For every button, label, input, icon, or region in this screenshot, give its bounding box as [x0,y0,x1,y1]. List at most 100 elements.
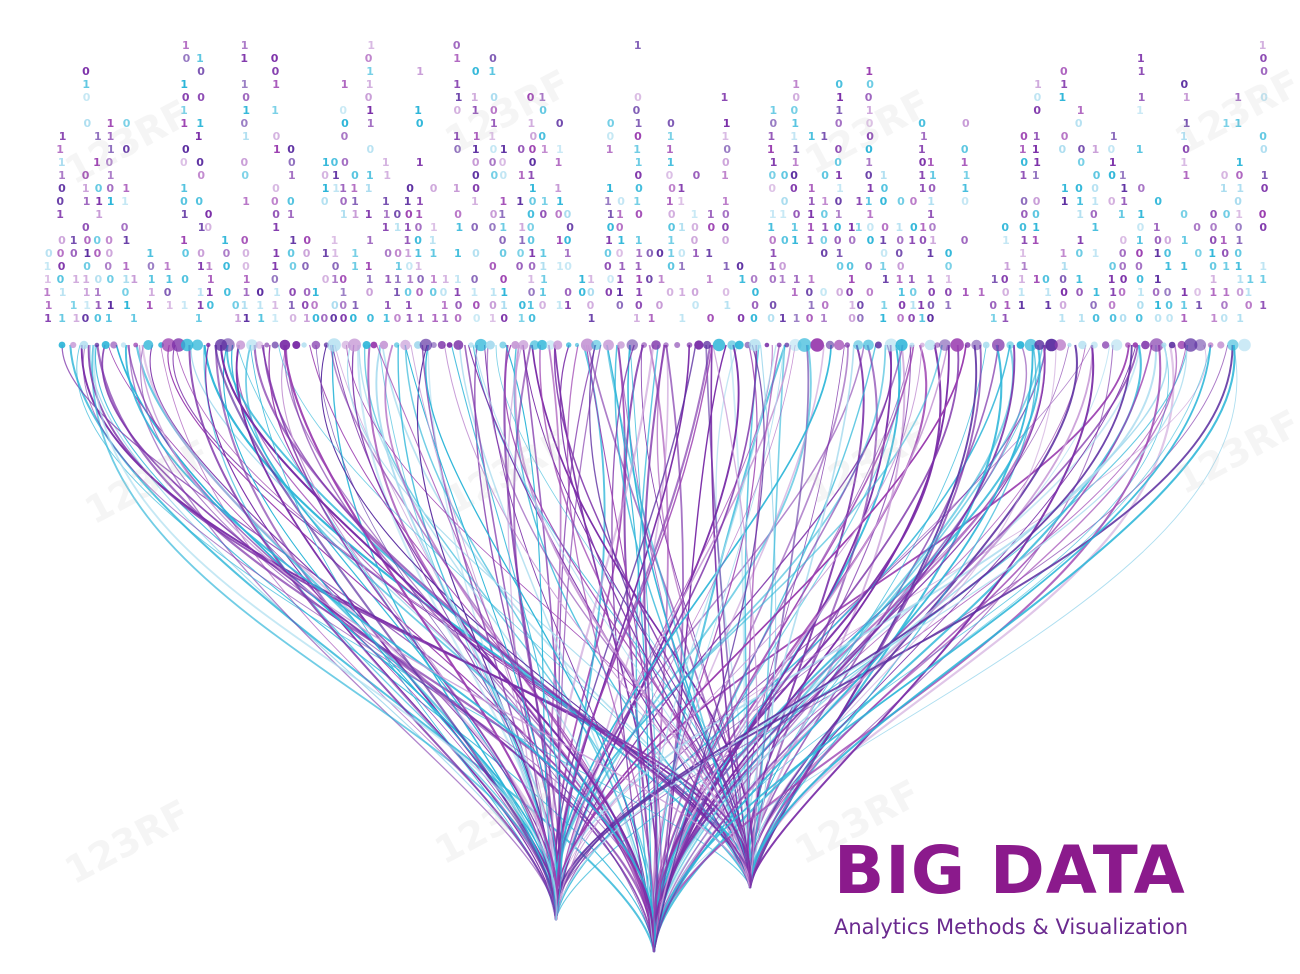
binary-digit: 1 [243,286,251,299]
binary-digit: 1 [454,286,462,299]
binary-digit: 1 [197,260,205,273]
binary-digit: 0 [321,312,329,325]
data-stream-curve [514,344,751,889]
binary-digit: 0 [340,195,348,208]
binary-digit: 1 [366,104,374,117]
binary-digit: 1 [961,156,969,169]
binary-digit: 0 [820,234,828,247]
data-stream-curve [653,344,765,953]
binary-digit: 0 [587,286,595,299]
binary-digit: 1 [678,182,686,195]
data-node-dot [727,340,737,350]
data-stream-curve [652,344,915,953]
binary-digit: 1 [107,117,115,130]
binary-digit: 1 [414,247,422,260]
data-stream-curve [559,344,751,889]
data-node-dot [1054,339,1067,351]
binary-digit: 1 [197,286,205,299]
binary-digit: 1 [83,195,91,208]
data-stream-curve [746,344,781,889]
binary-digit: 1 [123,299,131,312]
binary-digit: 1 [767,221,775,234]
binary-digit: 0 [691,286,699,299]
binary-digit: 1 [635,156,643,169]
binary-digit: 1 [518,312,526,325]
binary-digit: 1 [929,169,937,182]
data-stream-curve [554,344,1133,921]
binary-digit: 0 [1060,65,1068,78]
binary-digit: 0 [491,169,499,182]
binary-digit: 0 [646,273,654,286]
binary-digit: 1 [430,221,438,234]
binary-digit: 0 [83,91,91,104]
binary-digit: 1 [962,286,970,299]
binary-digit: 0 [517,143,525,156]
binary-digit: 0 [1221,247,1229,260]
binary-digit: 0 [769,273,777,286]
binary-digit: 0 [471,273,479,286]
binary-digit: 1 [331,234,339,247]
binary-digit: 1 [82,273,90,286]
binary-digit: 1 [221,234,229,247]
binary-digit: 1 [1060,78,1068,91]
binary-digit: 0 [57,247,65,260]
binary-digit: 0 [1210,221,1218,234]
binary-digit: 0 [668,221,676,234]
data-node-dot [580,338,594,352]
data-stream-curve [504,344,752,889]
binary-digit: 1 [197,299,205,312]
data-node-dot [874,341,882,349]
binary-digit: 1 [271,299,279,312]
binary-digit: 1 [180,234,188,247]
binary-digit: 1 [1032,143,1040,156]
binary-digit: 1 [1033,273,1041,286]
binary-digit: 0 [1259,221,1267,234]
binary-digit: 0 [516,260,524,273]
binary-digit: 0 [945,286,953,299]
binary-digit: 1 [1246,273,1254,286]
binary-digit: 1 [241,299,249,312]
binary-digit: 0 [340,312,348,325]
binary-digit: 1 [383,312,391,325]
binary-digit: 1 [365,182,373,195]
binary-digit: 0 [1059,273,1067,286]
binary-digit: 1 [528,117,536,130]
data-stream-curve [235,344,559,921]
binary-digit: 1 [539,247,547,260]
data-node-dot [1024,338,1037,352]
binary-digit: 1 [146,247,154,260]
binary-digit: 1 [1060,247,1068,260]
binary-digit: 0 [1137,299,1145,312]
binary-digit: 0 [1092,312,1100,325]
data-node-dot [784,342,790,348]
data-stream-curve [283,344,559,921]
binary-digit: 0 [527,234,535,247]
binary-digit: 1 [107,169,115,182]
binary-digit: 1 [455,91,463,104]
data-stream-curve [378,344,557,921]
binary-digit: 1 [618,260,626,273]
binary-digit: 0 [835,195,843,208]
binary-digit: 1 [807,221,815,234]
binary-digit: 1 [866,104,874,117]
data-stream-curve [376,344,560,921]
binary-digit: 1 [1236,312,1244,325]
binary-digit: 0 [604,247,612,260]
binary-digit: 0 [867,221,875,234]
binary-digit: 1 [635,247,643,260]
binary-digit: 0 [897,195,905,208]
binary-digit: 1 [471,91,479,104]
binary-digit: 1 [1076,195,1084,208]
binary-digit: 1 [416,65,424,78]
data-node-dot [171,338,186,352]
binary-digit: 1 [1154,273,1162,286]
binary-digit: 1 [198,221,206,234]
binary-digit: 0 [1220,312,1228,325]
binary-digit: 1 [556,143,564,156]
binary-digit: 1 [1033,130,1041,143]
binary-digit: 0 [289,312,297,325]
data-stream-curve [555,344,1234,921]
binary-digit: 0 [1090,208,1098,221]
binary-digit: 0 [1166,312,1174,325]
binary-digit: 1 [1120,182,1128,195]
